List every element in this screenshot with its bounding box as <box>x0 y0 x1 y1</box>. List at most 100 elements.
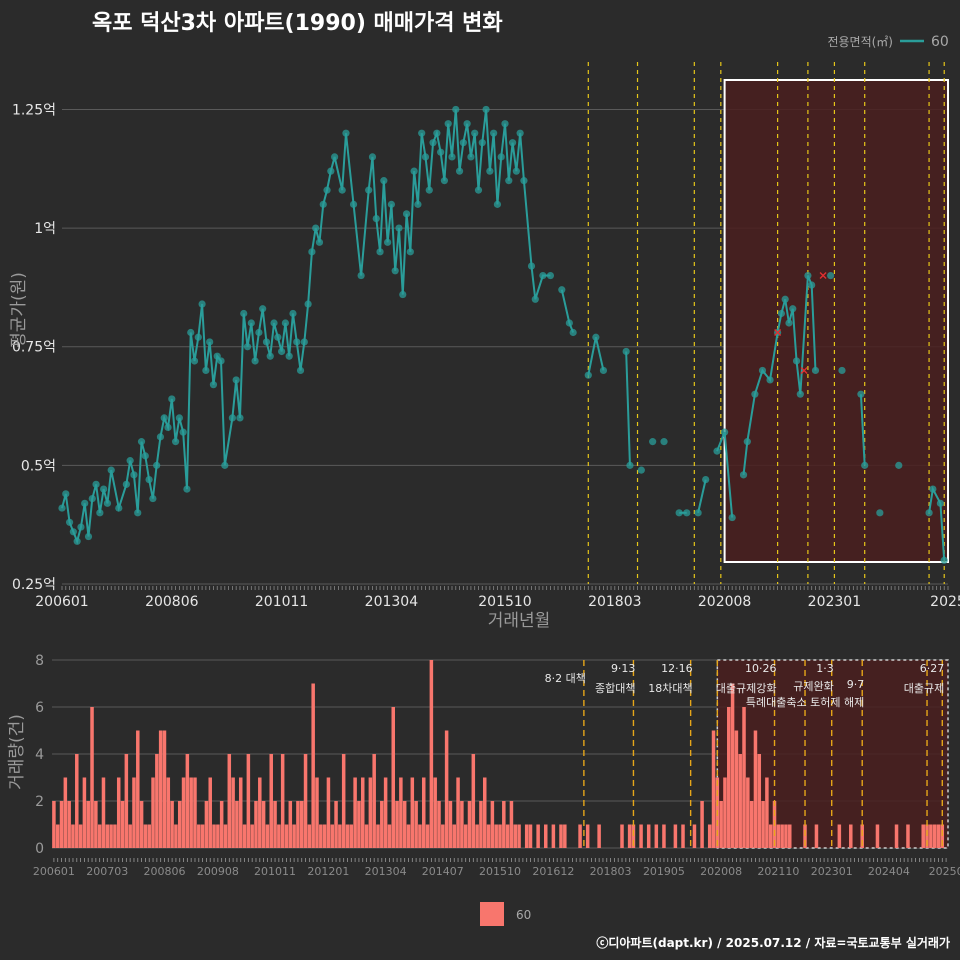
volume-bar <box>353 777 357 848</box>
volume-bar <box>803 824 807 848</box>
volume-bar <box>418 824 422 848</box>
price-point <box>183 485 191 493</box>
price-point <box>739 471 748 479</box>
price-point <box>936 499 945 507</box>
event-label-date: 12·16 <box>661 662 693 675</box>
cancelled-mark-icon <box>800 366 808 374</box>
volume-bar <box>452 824 457 848</box>
volume-bar <box>143 824 148 848</box>
volume-bar <box>399 777 403 848</box>
event-label-name: 특례대출축소 토허제 해제 <box>746 695 864 709</box>
volume-bar <box>662 824 666 848</box>
price-point <box>539 271 547 280</box>
price-point <box>357 271 365 280</box>
volume-bar <box>265 824 270 848</box>
event-label-date: 10·26 <box>745 662 777 675</box>
volume-bar <box>551 824 556 848</box>
price-point <box>73 537 81 545</box>
volume-bar <box>383 777 388 848</box>
price-point <box>137 438 146 446</box>
price-point <box>308 248 316 256</box>
price-point <box>766 376 774 384</box>
volume-bar <box>875 824 880 848</box>
price-point <box>649 438 657 446</box>
volume-bar <box>212 824 216 848</box>
price-point <box>418 129 426 137</box>
volume-bar <box>437 801 441 848</box>
top-x-tick-label: 200601 <box>35 594 88 610</box>
volume-bar <box>219 801 224 848</box>
price-point <box>751 390 759 398</box>
price-point <box>395 224 403 232</box>
price-point <box>349 200 358 208</box>
top-highlight-box <box>723 79 949 563</box>
price-point <box>463 120 471 128</box>
volume-bar <box>425 824 430 848</box>
top-x-tick-label: 201803 <box>588 594 641 610</box>
volume-bar <box>238 777 243 848</box>
price-point <box>266 352 274 360</box>
price-point <box>702 476 710 484</box>
bottom-x-tick-label: 201905 <box>643 865 685 878</box>
price-point <box>126 457 134 465</box>
volume-bar <box>906 824 910 848</box>
price-point <box>153 461 161 469</box>
price-point <box>584 371 592 379</box>
volume-bar <box>90 707 94 848</box>
price-point <box>758 366 767 375</box>
volume-bar <box>387 824 392 848</box>
price-point <box>331 153 339 161</box>
price-line-segment <box>625 351 631 466</box>
price-point <box>448 153 456 161</box>
top-price-points <box>58 105 948 564</box>
volume-bar <box>646 824 651 848</box>
volume-bar <box>780 824 784 848</box>
volume-bar <box>498 824 502 848</box>
price-point <box>410 167 418 175</box>
price-point <box>490 129 498 137</box>
price-point <box>486 167 494 175</box>
event-label-name: 대출규제강화 <box>716 682 777 695</box>
volume-bar <box>151 777 155 848</box>
volume-bar <box>860 824 864 848</box>
price-point <box>156 433 165 441</box>
price-point <box>402 210 411 218</box>
price-point <box>281 319 289 327</box>
volume-bar <box>52 801 56 848</box>
volume-bar <box>128 824 132 848</box>
volume-bar <box>921 824 925 848</box>
price-point <box>380 177 388 185</box>
bottom-event-lines: 8·2 대책 9·13 종합대책 12·16 18차대책 10·26 대출규제강화 1·3 규제… <box>545 660 944 848</box>
event-label-date: 1·3 <box>816 662 834 675</box>
event-label-date: 8·2 대책 <box>545 672 586 685</box>
volume-bar <box>402 801 407 848</box>
volume-bar <box>231 777 235 848</box>
bottom-legend-label: 60 <box>516 908 531 922</box>
price-point <box>728 513 736 522</box>
price-point <box>145 476 153 484</box>
volume-bar <box>734 730 739 848</box>
price-point <box>236 414 244 422</box>
volume-bar <box>894 824 899 848</box>
price-point <box>293 338 301 346</box>
event-label-name: 규제완화 <box>793 680 833 693</box>
volume-bar <box>730 683 735 848</box>
event-label-date: 9·7 <box>847 678 865 691</box>
volume-bar <box>82 777 87 848</box>
price-point <box>599 366 608 375</box>
price-point <box>414 200 422 208</box>
volume-bar <box>360 777 365 848</box>
price-point <box>811 366 820 375</box>
volume-bar <box>421 777 426 848</box>
volume-bar <box>86 801 90 848</box>
volume-bar <box>372 754 376 848</box>
volume-bar <box>380 801 384 848</box>
top-event-lines <box>587 62 945 584</box>
price-point <box>512 167 520 175</box>
price-point <box>531 295 539 303</box>
price-point <box>107 466 115 474</box>
price-point <box>164 423 172 431</box>
volume-bar <box>261 801 266 848</box>
price-point <box>96 509 104 517</box>
volume-bar <box>280 754 285 848</box>
